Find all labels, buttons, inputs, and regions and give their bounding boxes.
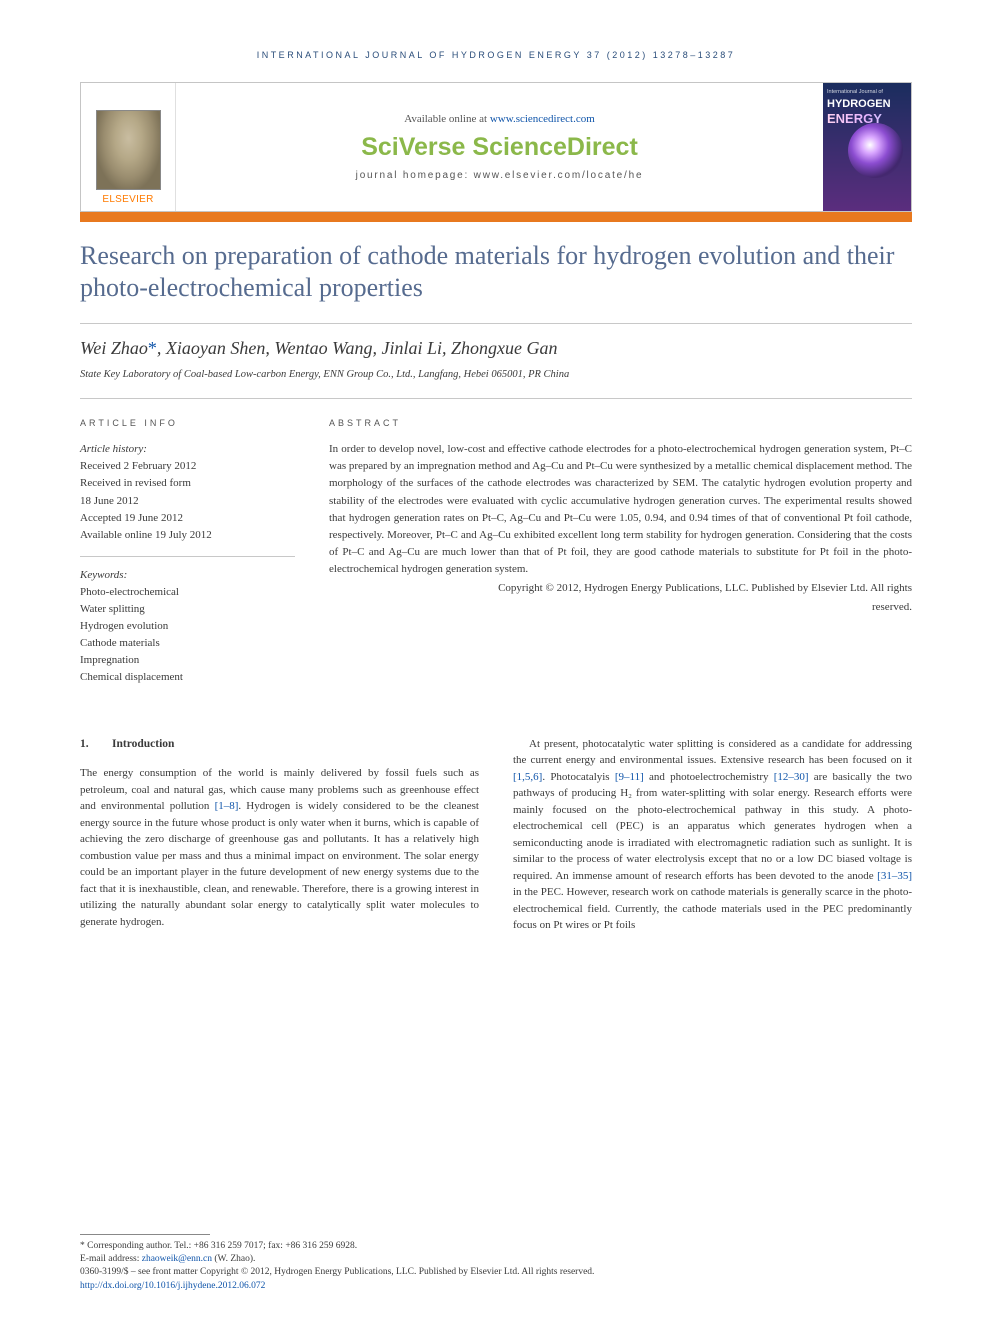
divider [80, 556, 295, 557]
footer: * Corresponding author. Tel.: +86 316 25… [80, 1234, 912, 1293]
sciverse-brand: SciVerse ScienceDirect [361, 133, 638, 162]
title-block: Research on preparation of cathode mater… [80, 222, 912, 317]
divider [80, 323, 912, 324]
text: At present, photocatalytic water splitti… [513, 738, 912, 767]
elsevier-wordmark: ELSEVIER [102, 194, 153, 205]
column-right: At present, photocatalytic water splitti… [513, 736, 912, 934]
paragraph: At present, photocatalytic water splitti… [513, 736, 912, 934]
text: in the PEC. However, research work on ca… [513, 886, 912, 931]
paragraph: The energy consumption of the world is m… [80, 765, 479, 930]
cover-top-text: International Journal of [827, 89, 907, 96]
email-label: E-mail address: [80, 1254, 142, 1264]
abstract-text: In order to develop novel, low-cost and … [329, 441, 912, 577]
running-head: INTERNATIONAL JOURNAL OF HYDROGEN ENERGY… [80, 50, 912, 60]
journal-homepage: journal homepage: www.elsevier.com/locat… [356, 170, 644, 181]
keyword: Photo-electrochemical [80, 584, 295, 601]
email-line: E-mail address: zhaoweik@enn.cn (W. Zhao… [80, 1253, 912, 1266]
copyright-line: Copyright © 2012, Hydrogen Energy Public… [329, 580, 912, 597]
journal-cover-thumb: International Journal of HYDROGEN ENERGY [823, 83, 911, 211]
citation-link[interactable]: [9–11] [615, 771, 644, 783]
keyword: Cathode materials [80, 635, 295, 652]
keyword: Hydrogen evolution [80, 618, 295, 635]
history-line: Received in revised form [80, 475, 295, 492]
section-title: Introduction [112, 738, 174, 750]
history-line: Received 2 February 2012 [80, 458, 295, 475]
corr-marker: * [148, 338, 157, 358]
keyword: Chemical displacement [80, 669, 295, 686]
article-title: Research on preparation of cathode mater… [80, 240, 912, 303]
article-info-row: ARTICLE INFO Article history: Received 2… [80, 398, 912, 686]
section-number: 1. [80, 736, 112, 753]
front-matter-line: 0360-3199/$ – see front matter Copyright… [80, 1266, 912, 1279]
corresponding-author: * Corresponding author. Tel.: +86 316 25… [80, 1240, 912, 1253]
available-prefix: Available online at [404, 113, 490, 125]
citation-link[interactable]: [12–30] [774, 771, 809, 783]
history-label: Article history: [80, 441, 295, 458]
copyright-line2: reserved. [329, 599, 912, 616]
header-box: ELSEVIER Available online at www.science… [80, 82, 912, 212]
citation-link[interactable]: [31–35] [877, 870, 912, 882]
abstract-heading: ABSTRACT [329, 417, 912, 431]
keyword: Impregnation [80, 652, 295, 669]
citation-link[interactable]: [1,5,6] [513, 771, 542, 783]
citation-link[interactable]: [1–8] [215, 800, 239, 812]
elsevier-tree-icon [96, 110, 161, 190]
body-columns: 1.Introduction The energy consumption of… [80, 736, 912, 934]
column-left: 1.Introduction The energy consumption of… [80, 736, 479, 934]
email-tail: (W. Zhao). [212, 1254, 255, 1264]
keyword: Water splitting [80, 601, 295, 618]
history-line: Available online 19 July 2012 [80, 527, 295, 544]
affiliation: State Key Laboratory of Coal-based Low-c… [80, 369, 912, 380]
footnote-rule [80, 1234, 210, 1235]
text: and photoelectrochemistry [644, 771, 774, 783]
elsevier-logo-block: ELSEVIER [81, 83, 176, 211]
email-link[interactable]: zhaoweik@enn.cn [142, 1254, 212, 1264]
history-line: 18 June 2012 [80, 493, 295, 510]
header-center: Available online at www.sciencedirect.co… [176, 83, 823, 211]
text: . Hydrogen is widely considered to be th… [80, 800, 479, 928]
article-info-heading: ARTICLE INFO [80, 417, 295, 431]
text: . Photocatalyis [542, 771, 615, 783]
authors-text: Wei Zhao*, Xiaoyan Shen, Wentao Wang, Ji… [80, 338, 557, 358]
cover-hydrogen: HYDROGEN [827, 98, 907, 111]
author-list: Wei Zhao*, Xiaoyan Shen, Wentao Wang, Ji… [80, 338, 912, 359]
section-heading: 1.Introduction [80, 736, 479, 753]
cover-swirl-graphic [848, 123, 903, 178]
article-info: ARTICLE INFO Article history: Received 2… [80, 417, 295, 686]
sciencedirect-link[interactable]: www.sciencedirect.com [490, 113, 595, 125]
text: are basically the two pathways of produc… [513, 771, 912, 882]
doi-link[interactable]: http://dx.doi.org/10.1016/j.ijhydene.201… [80, 1281, 265, 1291]
available-online: Available online at www.sciencedirect.co… [404, 113, 595, 125]
abstract-block: ABSTRACT In order to develop novel, low-… [329, 417, 912, 686]
orange-divider [80, 212, 912, 222]
history-line: Accepted 19 June 2012 [80, 510, 295, 527]
keywords-label: Keywords: [80, 567, 295, 584]
